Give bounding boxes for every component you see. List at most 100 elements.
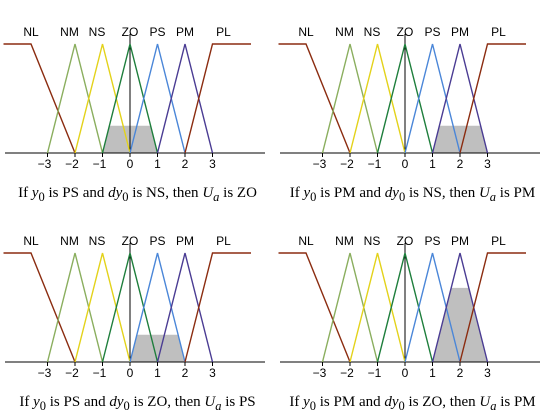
x-tick-label: 0 xyxy=(402,366,409,380)
x-tick-label: −3 xyxy=(38,157,52,171)
x-tick-label: −2 xyxy=(340,157,354,171)
set-label-nl: NL xyxy=(298,25,314,39)
rule-panel-4: NL NM NS ZO PS PM PL −3 −2 −1 0 1 2 3 If y0 is PM and… xyxy=(275,209,550,418)
x-tick-label: 0 xyxy=(127,366,134,380)
rule-panel-1: NL NM NS ZO PS PM PL −3 −2 −1 0 1 2 3 If y0 is PS and… xyxy=(0,0,275,209)
set-label-pm: PM xyxy=(451,234,469,248)
x-tick-label: 2 xyxy=(457,366,464,380)
membership-ps xyxy=(404,252,461,363)
membership-pm xyxy=(431,43,489,154)
set-label-ps: PS xyxy=(424,234,440,248)
x-tick-label: 1 xyxy=(154,366,161,380)
x-tick-label: 1 xyxy=(429,157,436,171)
x-tick-label: 2 xyxy=(182,366,189,380)
membership-pl xyxy=(184,252,251,363)
membership-plot-4: NL NM NS ZO PS PM PL −3 −2 −1 0 1 2 3 xyxy=(278,234,540,380)
x-tick-label: 0 xyxy=(402,157,409,171)
set-label-pl: PL xyxy=(491,234,506,248)
membership-nm xyxy=(321,252,379,363)
x-tick-label: 3 xyxy=(209,157,216,171)
x-tick-label: −1 xyxy=(93,366,107,380)
set-label-pm: PM xyxy=(176,234,194,248)
shaded-output-pm xyxy=(432,287,488,362)
set-label-ns: NS xyxy=(364,234,381,248)
membership-pl xyxy=(459,252,526,363)
shaded-output-ps xyxy=(130,334,185,362)
membership-plot-2: NL NM NS ZO PS PM PL −3 −2 −1 0 1 2 3 xyxy=(278,25,540,171)
set-label-ps: PS xyxy=(424,25,440,39)
set-label-ns: NS xyxy=(89,234,106,248)
set-label-zo: ZO xyxy=(397,25,414,39)
membership-pl xyxy=(459,43,526,154)
set-label-zo: ZO xyxy=(122,25,139,39)
membership-ns xyxy=(349,252,406,363)
membership-nl xyxy=(3,252,76,363)
rule-caption-1: If y0 is PS and dy0 is NS, then Ua is ZO xyxy=(18,185,257,204)
x-tick-label: −2 xyxy=(65,157,79,171)
x-tick-label: 3 xyxy=(484,157,491,171)
x-tick-label: −3 xyxy=(38,366,52,380)
shaded-output-pm xyxy=(432,125,488,153)
x-tick-label: 2 xyxy=(457,157,464,171)
x-tick-label: −3 xyxy=(313,366,327,380)
membership-ps xyxy=(129,43,186,154)
x-tick-label: −1 xyxy=(368,366,382,380)
rule-caption-2: If y0 is PM and dy0 is NS, then Ua is PM xyxy=(289,185,536,204)
membership-plot-1: NL NM NS ZO PS PM PL −3 −2 −1 0 1 2 3 xyxy=(3,25,265,171)
set-label-pl: PL xyxy=(216,234,231,248)
set-label-zo: ZO xyxy=(122,234,139,248)
membership-ns xyxy=(74,252,131,363)
set-label-nl: NL xyxy=(298,234,314,248)
set-label-pm: PM xyxy=(176,25,194,39)
x-tick-label: −2 xyxy=(340,366,354,380)
set-label-pl: PL xyxy=(216,25,231,39)
set-label-nl: NL xyxy=(23,25,39,39)
membership-zo xyxy=(101,43,159,154)
membership-zo xyxy=(376,43,434,154)
x-tick-label: 1 xyxy=(154,157,161,171)
x-tick-label: −3 xyxy=(313,157,327,171)
membership-ns xyxy=(349,43,406,154)
membership-pm xyxy=(156,43,214,154)
membership-nm xyxy=(46,43,104,154)
set-label-nl: NL xyxy=(23,234,39,248)
membership-zo xyxy=(376,252,434,363)
membership-nl xyxy=(278,43,351,154)
membership-ps xyxy=(129,252,186,363)
membership-zo xyxy=(101,252,159,363)
x-tick-label: −2 xyxy=(65,366,79,380)
membership-nl xyxy=(3,43,76,154)
membership-nm xyxy=(321,43,379,154)
membership-nm xyxy=(46,252,104,363)
x-tick-label: −1 xyxy=(368,157,382,171)
set-label-pm: PM xyxy=(451,25,469,39)
set-label-pl: PL xyxy=(491,25,506,39)
rule-panel-2: NL NM NS ZO PS PM PL −3 −2 −1 0 1 2 3 If y0 is PM and… xyxy=(275,0,550,209)
x-tick-label: 2 xyxy=(182,157,189,171)
x-tick-label: 1 xyxy=(429,366,436,380)
x-tick-label: 0 xyxy=(127,157,134,171)
set-label-nm: NM xyxy=(60,234,79,248)
membership-ps xyxy=(404,43,461,154)
set-label-ps: PS xyxy=(149,234,165,248)
set-label-zo: ZO xyxy=(397,234,414,248)
membership-pm xyxy=(156,252,214,363)
membership-ns xyxy=(74,43,131,154)
membership-nl xyxy=(278,252,351,363)
membership-plot-3: NL NM NS ZO PS PM PL −3 −2 −1 0 1 2 3 xyxy=(3,234,265,380)
set-label-ps: PS xyxy=(149,25,165,39)
x-tick-label: 3 xyxy=(484,366,491,380)
set-label-ns: NS xyxy=(89,25,106,39)
set-label-nm: NM xyxy=(335,234,354,248)
rule-panel-3: NL NM NS ZO PS PM PL −3 −2 −1 0 1 2 3 If y0 is PS and… xyxy=(0,209,275,418)
membership-pl xyxy=(184,43,251,154)
membership-pm xyxy=(431,252,489,363)
rule-caption-4: If y0 is PM and dy0 is ZO, then Ua is PM xyxy=(289,394,536,413)
rule-caption-3: If y0 is PS and dy0 is ZO, then Ua is PS xyxy=(19,394,256,413)
set-label-ns: NS xyxy=(364,25,381,39)
set-label-nm: NM xyxy=(60,25,79,39)
set-label-nm: NM xyxy=(335,25,354,39)
x-tick-label: −1 xyxy=(93,157,107,171)
x-tick-label: 3 xyxy=(209,366,216,380)
